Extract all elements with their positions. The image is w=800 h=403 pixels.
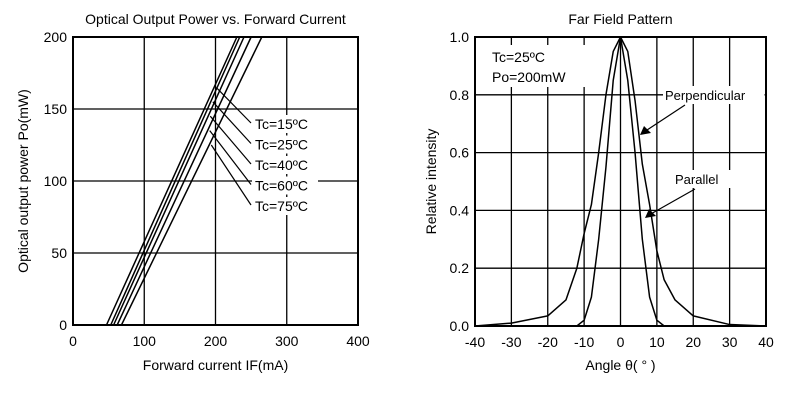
x-tick-label: 300 (275, 333, 299, 349)
y-tick-label: 150 (44, 101, 68, 117)
x-tick-label: -30 (501, 334, 521, 350)
x-tick-label: 0 (617, 334, 625, 350)
label-bg (673, 170, 737, 188)
chart-title: Optical Output Power vs. Forward Current (85, 11, 346, 27)
y-tick-label: 0.6 (450, 145, 470, 161)
label-bg (252, 115, 318, 133)
x-tick-label: -20 (538, 334, 558, 350)
annotation-arrow (643, 104, 686, 133)
series-line (120, 36, 263, 326)
series-line (110, 36, 241, 326)
plot-frame (72, 36, 359, 326)
y-axis-label: Relative intensity (423, 129, 439, 235)
series-line (116, 36, 252, 326)
y-tick-label: 0.8 (450, 87, 470, 103)
x-axis-label: Forward current IF(mA) (143, 357, 288, 373)
y-tick-label: 50 (51, 245, 67, 261)
y-tick-label: 0 (59, 317, 67, 333)
x-tick-label: -10 (574, 334, 594, 350)
y-tick-label: 0.0 (450, 318, 470, 334)
label-bg (252, 197, 318, 215)
y-tick-label: 0.2 (450, 260, 470, 276)
x-tick-label: -40 (465, 334, 485, 350)
label-bg (490, 45, 588, 87)
y-tick-label: 0.4 (450, 202, 470, 218)
series-label: Tc=75ºC (255, 198, 308, 214)
annotation-arrow (209, 130, 252, 185)
y-axis-label: Optical output power Po(mW) (15, 89, 31, 273)
x-tick-label: 200 (204, 333, 228, 349)
chart-title: Far Field Pattern (568, 11, 672, 27)
label-bg (252, 156, 318, 174)
label-bg (663, 86, 765, 104)
condition-label: Po=200mW (492, 69, 566, 85)
series-label: Parallel (675, 172, 718, 187)
condition-label: Tc=25ºC (492, 49, 545, 65)
annotation-arrow (215, 86, 252, 124)
annotation-arrow (648, 188, 696, 216)
x-tick-label: 10 (649, 334, 665, 350)
x-axis-label: Angle θ( ° ) (585, 357, 655, 373)
series-line (105, 36, 238, 326)
series-label: Tc=40ºC (255, 157, 308, 173)
x-tick-label: 20 (685, 334, 701, 350)
x-tick-label: 30 (722, 334, 738, 350)
series-label: Tc=15ºC (255, 116, 308, 132)
annotation-arrow (212, 101, 252, 144)
series-label: Perpendicular (665, 88, 746, 103)
label-bg (252, 135, 318, 154)
series-line (112, 36, 245, 326)
arrow-head (645, 209, 656, 218)
annotation-arrow (209, 115, 252, 165)
x-tick-label: 400 (346, 333, 370, 349)
series-label: Tc=60ºC (255, 178, 308, 194)
arrow-head (640, 126, 651, 135)
y-tick-label: 200 (44, 29, 68, 45)
x-tick-label: 40 (758, 334, 774, 350)
series-line (475, 36, 766, 327)
series-label: Tc=25ºC (255, 137, 308, 153)
annotation-arrow (210, 144, 252, 206)
x-tick-label: 0 (69, 333, 77, 349)
y-tick-label: 1.0 (450, 29, 470, 45)
y-tick-label: 100 (44, 173, 68, 189)
label-bg (252, 176, 318, 195)
x-tick-label: 100 (133, 333, 157, 349)
